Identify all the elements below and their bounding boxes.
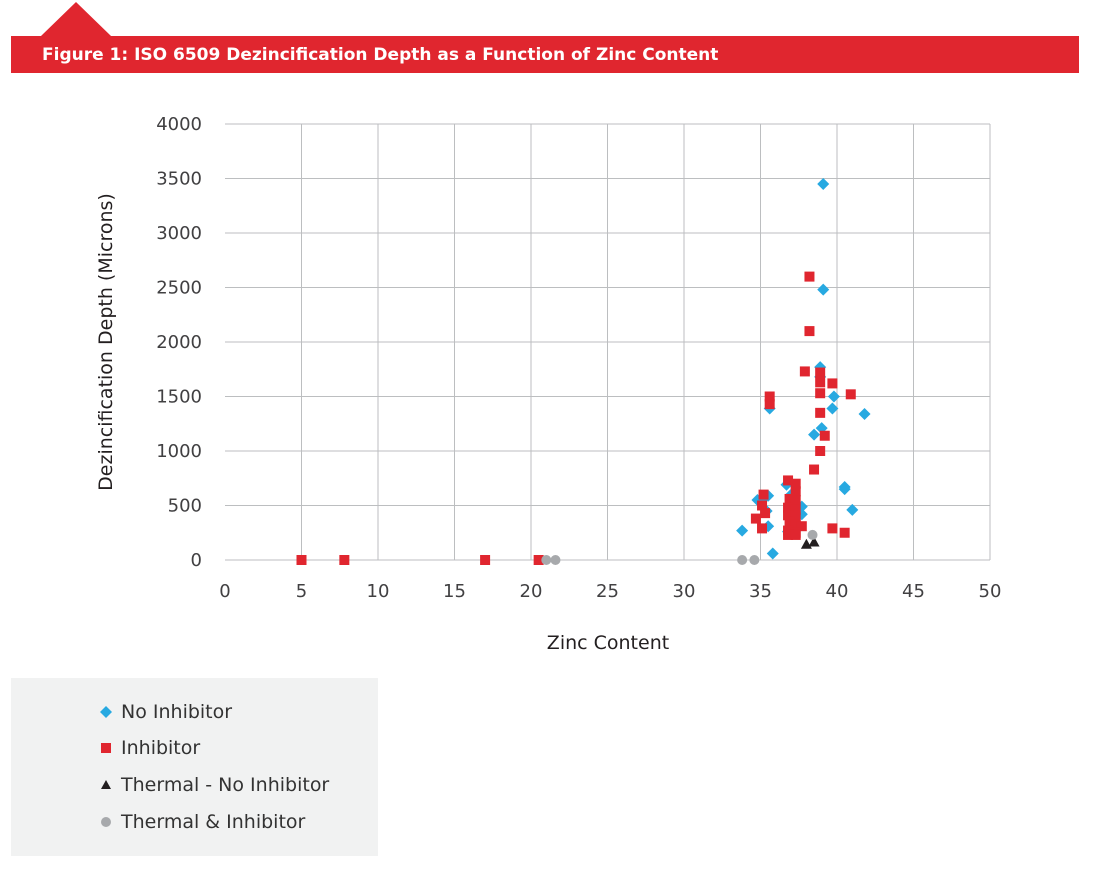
data-point-square (296, 555, 307, 565)
legend: No Inhibitor Inhibitor Thermal - No Inhi… (11, 678, 378, 856)
data-point-diamond (838, 483, 851, 496)
data-point-diamond (808, 428, 821, 441)
y-tick-label: 1000 (156, 441, 202, 462)
x-tick-label: 5 (296, 581, 307, 602)
data-point-diamond (858, 407, 871, 420)
circle-icon (101, 817, 111, 827)
x-tick-label: 50 (979, 581, 1002, 602)
data-point-square (339, 555, 350, 565)
data-point-square (839, 527, 850, 538)
data-point-square (809, 464, 820, 475)
y-tick-label: 500 (168, 496, 202, 517)
x-tick-label: 30 (673, 581, 696, 602)
legend-item-inhibitor: Inhibitor (97, 736, 200, 760)
data-point-square (799, 366, 810, 377)
data-point-square (750, 513, 761, 524)
legend-label: No Inhibitor (121, 701, 233, 723)
data-point-square (827, 378, 838, 389)
data-point-square (480, 555, 491, 565)
y-axis-label: Dezincification Depth (Microns) (95, 193, 117, 491)
data-point-square (815, 377, 826, 388)
x-tick-label: 10 (367, 581, 390, 602)
data-point-triangle (808, 536, 820, 547)
x-tick-label: 40 (826, 581, 849, 602)
data-point-square (757, 523, 768, 534)
data-point-square (790, 504, 801, 515)
data-point-circle (550, 555, 561, 565)
data-point-square (783, 475, 794, 486)
y-tick-label: 2000 (156, 332, 202, 353)
grid (225, 123, 991, 561)
data-point-diamond (766, 547, 779, 560)
data-point-square (790, 486, 801, 497)
data-point-square (533, 555, 544, 565)
x-tick-labels: 0 5 10 15 20 25 30 35 40 45 50 (219, 581, 1001, 602)
data-point-circle (749, 555, 760, 565)
data-point-square (815, 407, 826, 418)
data-point-diamond (826, 402, 839, 415)
data-point-diamond (736, 524, 749, 537)
data-point-diamond (817, 177, 830, 190)
data-point-square (815, 388, 826, 399)
data-point-square (845, 389, 856, 400)
data-point-square (815, 446, 826, 456)
x-tick-label: 35 (749, 581, 772, 602)
legend-item-thermal-no-inhibitor: Thermal - No Inhibitor (97, 773, 329, 797)
data-point-square (827, 523, 838, 534)
data-point-square (757, 500, 768, 511)
data-point-circle (541, 555, 552, 565)
square-icon (101, 743, 111, 753)
data-point-square (784, 493, 795, 504)
data-point-diamond (827, 390, 840, 403)
data-point-square (790, 519, 801, 530)
data-point-square (758, 489, 769, 500)
triangle-icon (101, 780, 111, 789)
x-tick-label: 0 (219, 581, 230, 602)
x-tick-label: 15 (443, 581, 466, 602)
data-point-square (819, 430, 830, 441)
y-tick-label: 1500 (156, 387, 202, 408)
diamond-icon (100, 706, 112, 718)
data-point-square (764, 399, 775, 410)
data-point-square (815, 367, 826, 378)
y-tick-label: 2500 (156, 278, 202, 299)
y-tick-label: 4000 (156, 114, 202, 135)
data-point-circle (737, 555, 748, 565)
data-point-square (804, 271, 815, 282)
legend-item-thermal-inhibitor: Thermal & Inhibitor (97, 810, 305, 834)
data-point-circle (807, 529, 818, 540)
y-tick-label: 3000 (156, 223, 202, 244)
data-point-square (796, 521, 807, 532)
data-point-square (804, 326, 815, 337)
data-point-square (760, 508, 771, 519)
x-tick-label: 20 (520, 581, 543, 602)
data-point-square (790, 512, 801, 523)
legend-label: Inhibitor (121, 737, 201, 759)
data-point-square (790, 495, 801, 506)
x-tick-label: 45 (902, 581, 925, 602)
data-point-diamond (817, 283, 830, 296)
x-axis-label: Zinc Content (547, 632, 669, 654)
data-point-square (764, 391, 775, 402)
legend-label: Thermal & Inhibitor (121, 811, 306, 833)
banner-tab (41, 2, 111, 36)
data-point-square (783, 510, 794, 521)
y-tick-labels: 0 500 1000 1500 2000 2500 3000 3500 4000 (156, 114, 202, 571)
figure-banner: Figure 1: ISO 6509 Dezincification Depth… (11, 36, 1079, 73)
data-point-square (790, 478, 801, 489)
x-tick-label: 25 (596, 581, 619, 602)
y-tick-label: 3500 (156, 169, 202, 190)
data-point-square (783, 502, 794, 513)
legend-item-no-inhibitor: No Inhibitor (97, 700, 232, 724)
data-point-square (783, 529, 794, 540)
data-points (296, 177, 871, 565)
y-tick-label: 0 (191, 550, 202, 571)
legend-label: Thermal - No Inhibitor (121, 774, 330, 796)
data-point-square (784, 516, 795, 527)
data-point-square (790, 529, 801, 540)
figure-title: Figure 1: ISO 6509 Dezincification Depth… (42, 45, 719, 65)
data-point-diamond (846, 503, 859, 516)
